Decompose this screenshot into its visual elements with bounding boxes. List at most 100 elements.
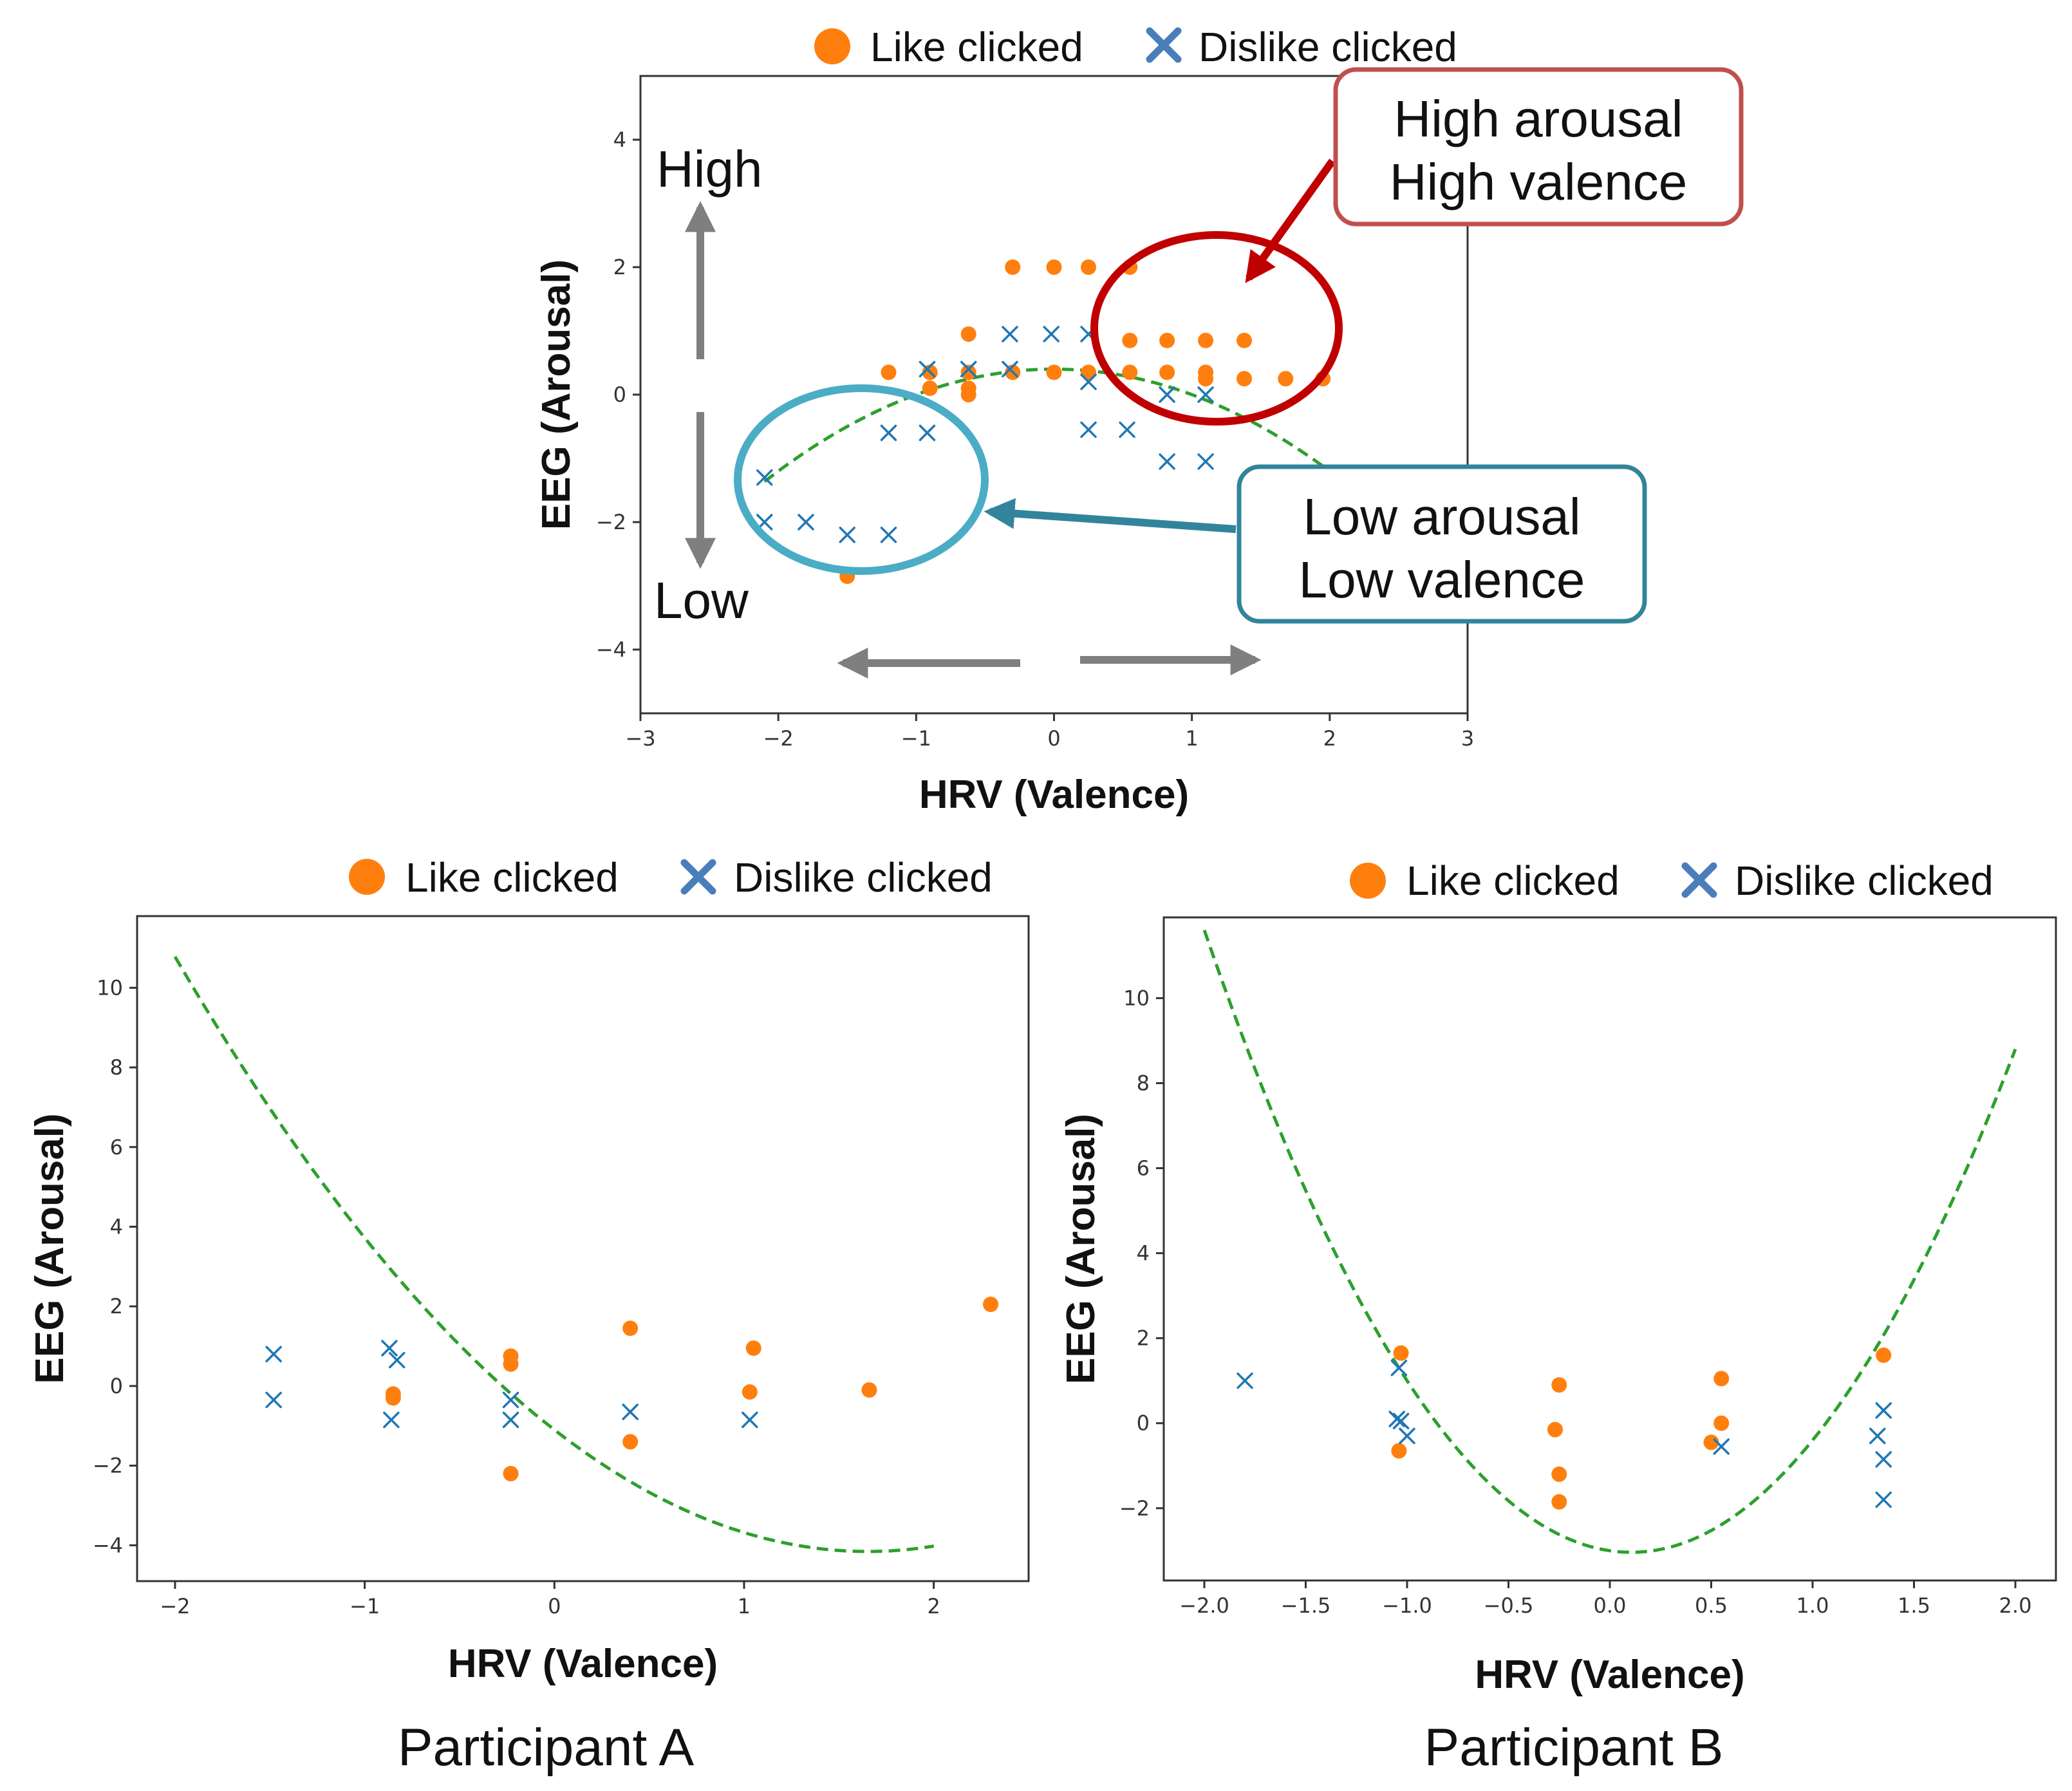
high-region-circle [1090, 231, 1343, 426]
like-point [1198, 332, 1214, 348]
x-tick-label: 0 [1047, 726, 1060, 751]
dislike-point-stroke [1388, 1411, 1405, 1427]
dislike-point [919, 424, 936, 442]
dislike-point [1875, 1451, 1892, 1468]
legend-dislike-label: Dislike clicked [1735, 858, 1993, 904]
like-point [503, 1356, 519, 1372]
x-tick-label: 1.0 [1797, 1593, 1829, 1618]
dislike-point [1197, 453, 1214, 470]
like-point [1198, 371, 1214, 387]
dislike-point [1080, 421, 1097, 438]
dislike-point [880, 424, 897, 442]
x-axis-label: HRV (Valence) [1475, 1653, 1744, 1697]
x-tick-label: 1 [738, 1594, 751, 1618]
like-point [1278, 371, 1294, 387]
x-tick-label: 0.0 [1594, 1593, 1627, 1618]
fit-line [173, 955, 935, 1553]
legend: Like clicked Dislike clicked [1350, 858, 1993, 904]
dislike-point [265, 1391, 282, 1409]
plot-frame [136, 915, 1030, 1582]
y-tick-label: 0 [110, 1374, 123, 1398]
dislike-point [622, 1403, 639, 1420]
like-point [881, 364, 897, 380]
x-tick-label: −1.0 [1382, 1593, 1432, 1618]
y-tick-label: 6 [1137, 1156, 1150, 1181]
like-point [1393, 1345, 1409, 1361]
dislike-point [1875, 1491, 1892, 1508]
dislike-point-stroke [839, 527, 855, 543]
low-callout-arrow [984, 498, 1237, 533]
low-callout-line2: Low valence [1299, 551, 1585, 608]
chart-overview: Like clicked Dislike clicked −3 −2 −1 0 1 2 3−… [534, 24, 1744, 817]
legend: Like clicked Dislike clicked [814, 24, 1457, 70]
like-point [1081, 259, 1097, 275]
y-tick-label: −4 [596, 637, 626, 662]
like-point [922, 380, 938, 397]
dislike-point [502, 1391, 519, 1409]
dislike-point-stroke [880, 424, 897, 442]
like-point [503, 1465, 519, 1481]
legend-like-marker [1350, 863, 1386, 899]
like-point [960, 387, 976, 402]
x-tick-label: 1.5 [1898, 1593, 1930, 1618]
participant-b-caption: Participant B [1424, 1718, 1724, 1777]
participant-a-caption: Participant A [398, 1718, 695, 1777]
dislike-point-stroke [756, 469, 773, 486]
dislike-point [1002, 326, 1018, 342]
y-tick-label: 8 [110, 1055, 123, 1080]
dislike-point-stroke [919, 424, 936, 442]
points [756, 259, 1331, 585]
dislike-point [919, 361, 936, 378]
y-tick-label: 10 [1123, 986, 1150, 1010]
dislike-point [1043, 326, 1059, 342]
like-point [1713, 1415, 1730, 1431]
dislike-point [742, 1411, 758, 1429]
low-label: Low [654, 572, 749, 629]
dislike-point [839, 527, 855, 543]
valence-arrows [837, 644, 1262, 679]
like-point [983, 1297, 999, 1313]
dislike-point-stroke [381, 1340, 398, 1356]
like-point [1391, 1443, 1407, 1459]
like-point [1081, 364, 1097, 380]
y-tick-label: 2 [1137, 1326, 1150, 1351]
dislike-point-stroke [1392, 1412, 1410, 1430]
dislike-point-stroke [502, 1411, 519, 1429]
like-point [1159, 364, 1175, 380]
y-tick-label: −2 [1119, 1496, 1150, 1521]
dislike-point [1869, 1427, 1886, 1445]
dislike-point-stroke [265, 1346, 282, 1363]
like-point [622, 1434, 639, 1450]
legend-dislike-label: Dislike clicked [734, 854, 993, 901]
y-axis-label: EEG (Arousal) [534, 259, 579, 530]
legend-dislike-marker [1681, 862, 1717, 898]
dislike-point [388, 1351, 406, 1369]
dislike-point [1080, 373, 1097, 390]
legend-dislike-label: Dislike clicked [1199, 24, 1457, 70]
y-tick-label: 8 [1137, 1071, 1150, 1096]
like-point [1547, 1421, 1563, 1438]
y-tick-label: 4 [613, 127, 626, 152]
dislike-point-stroke [1875, 1451, 1892, 1468]
dislike-point [1159, 386, 1175, 403]
dislike-point-stroke [919, 361, 936, 378]
high-callout-line2: High valence [1390, 153, 1688, 211]
high-label: High [657, 140, 763, 198]
dislike-point-stroke [960, 361, 977, 378]
dislike-point-stroke [1043, 326, 1059, 342]
like-point [742, 1384, 758, 1400]
like-point [622, 1320, 639, 1336]
y-tick-label: 0 [1137, 1411, 1150, 1436]
like-point [861, 1382, 877, 1398]
like-point [1046, 259, 1062, 275]
x-tick-label: 0.5 [1695, 1593, 1728, 1618]
dislike-point-stroke [388, 1351, 406, 1369]
x-tick-label: −0.5 [1484, 1593, 1534, 1618]
dislike-point-stroke [1159, 386, 1175, 403]
legend-dislike-marker [680, 859, 716, 895]
dislike-point-stroke [1080, 421, 1097, 438]
x-tick-label: 2.0 [1999, 1593, 2032, 1618]
dislike-point-stroke [1119, 421, 1135, 438]
dislike-point-stroke [622, 1403, 639, 1420]
